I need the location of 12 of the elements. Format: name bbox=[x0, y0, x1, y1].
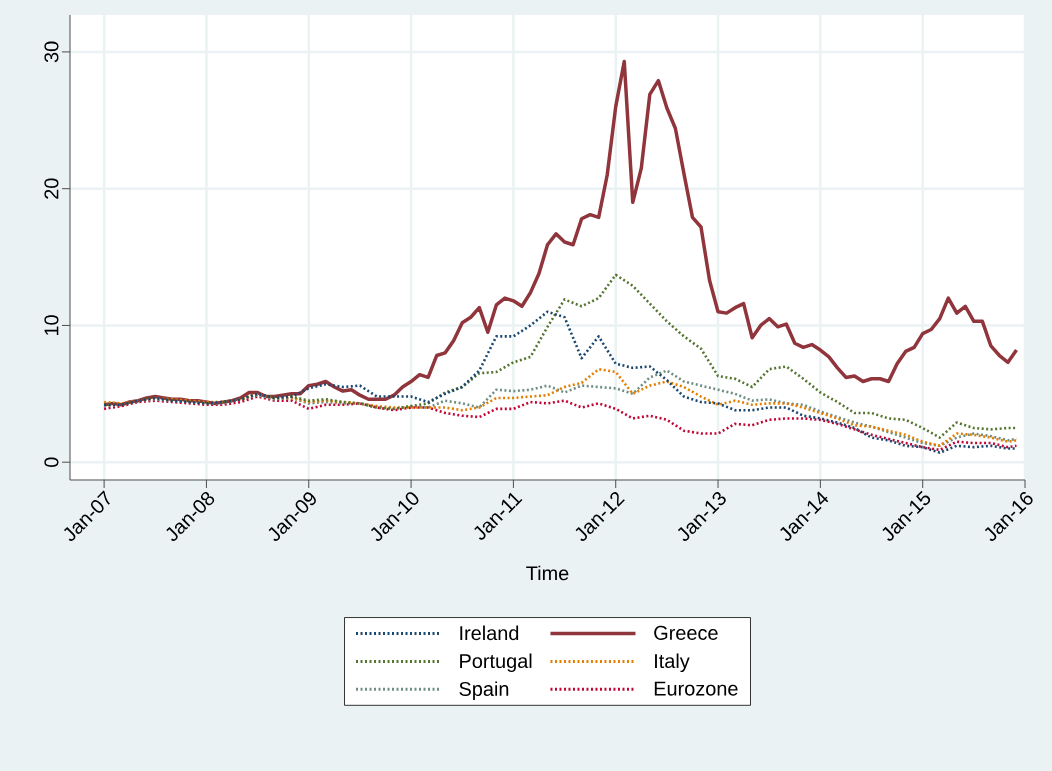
legend-label: Greece bbox=[654, 625, 718, 640]
y-tick-label: 0 bbox=[44, 457, 59, 467]
legend-label: Spain bbox=[459, 681, 509, 700]
y-tick-label: 30 bbox=[44, 41, 59, 63]
line-series bbox=[102, 395, 1018, 452]
y-tick-label: 20 bbox=[44, 178, 59, 199]
legend-label: Italy bbox=[655, 653, 690, 673]
legend-label: Eurozone bbox=[654, 681, 738, 696]
y-tick-label: 10 bbox=[44, 315, 59, 336]
x-axis-title: Time bbox=[526, 565, 569, 581]
legend-label: Portugal bbox=[460, 653, 532, 673]
legend-label: Ireland bbox=[460, 625, 519, 641]
